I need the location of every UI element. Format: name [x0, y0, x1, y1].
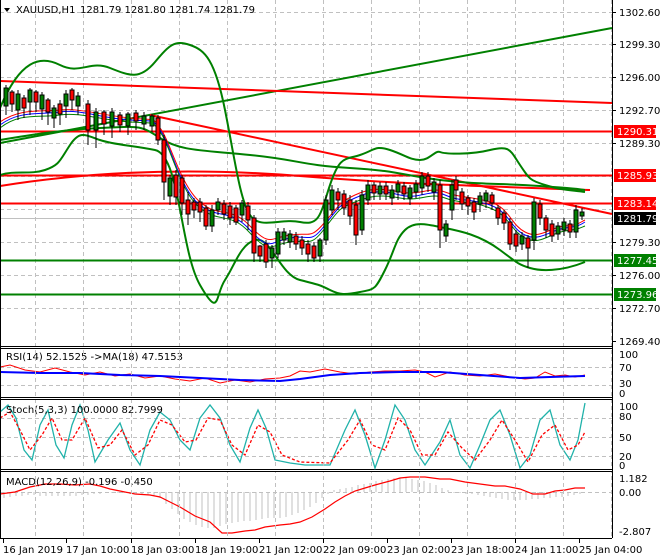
trendline-red-arc[interactable]	[0, 170, 591, 191]
time-label: 17 Jan 10:00	[66, 545, 129, 556]
price-tick: 1296.00	[619, 73, 660, 84]
level-tag-1283: 1283.14	[614, 197, 658, 210]
price-tick: 1289.30	[619, 139, 660, 150]
price-pane[interactable]: XAUUSD,H1 1281.79 1281.80 1281.74 1281.7…	[0, 0, 613, 346]
time-label: 25 Jan 04:00	[579, 545, 642, 556]
level-tag-1277: 1277.45	[614, 254, 658, 267]
rsi-tick: 70	[619, 363, 632, 374]
price-axis[interactable]: 1302.60 1299.30 1296.00 1292.70 1289.30 …	[612, 8, 660, 348]
time-label: 16 Jan 2019	[3, 545, 63, 556]
svg-text:1285.93: 1285.93	[617, 171, 658, 182]
trendline-red-top[interactable]	[0, 80, 613, 104]
price-tick: 1279.30	[619, 238, 660, 249]
chart-header: XAUUSD,H1 1281.79 1281.80 1281.74 1281.7…	[4, 5, 255, 16]
stoch-vgrid	[0, 400, 612, 469]
time-label: 21 Jan 12:00	[259, 545, 322, 556]
price-tick: 1276.00	[619, 271, 660, 282]
stoch-tick: 50	[619, 433, 632, 444]
time-label: 18 Jan 19:00	[195, 545, 258, 556]
time-axis[interactable]: 16 Jan 2019 17 Jan 10:00 18 Jan 03:00 18…	[3, 538, 642, 556]
level-tag-1273: 1273.96	[614, 288, 658, 301]
svg-text:1273.96: 1273.96	[617, 290, 658, 301]
price-tick: 1292.70	[619, 106, 660, 117]
time-label: 18 Jan 03:00	[131, 545, 194, 556]
stoch-tick: 0	[619, 461, 625, 472]
price-tick: 1299.30	[619, 40, 660, 51]
svg-text:1290.31: 1290.31	[617, 127, 658, 138]
price-tick: 1272.70	[619, 304, 660, 315]
trendline-red-down[interactable]	[149, 114, 613, 215]
symbol-label: XAUUSD,H1	[16, 5, 75, 16]
rsi-tick: 100	[619, 350, 638, 361]
macd-tick: -2.807	[619, 527, 651, 538]
level-tag-1290: 1290.31	[614, 125, 658, 138]
collapse-triangle-icon[interactable]	[4, 8, 10, 12]
level-tag-1285: 1285.93	[614, 169, 658, 182]
stoch-tick: 80	[619, 412, 632, 423]
svg-text:1283.14: 1283.14	[617, 199, 658, 210]
rsi-tick: 0	[619, 389, 625, 400]
stoch-tick: 100	[619, 402, 638, 413]
time-label: 24 Jan 11:00	[515, 545, 578, 556]
macd-tick: 1.182	[619, 474, 648, 485]
price-tick: 1269.40	[619, 337, 660, 348]
macd-tick: 0.00	[619, 488, 641, 499]
rsi-tick: 30	[619, 379, 632, 390]
time-label: 23 Jan 02:00	[387, 545, 450, 556]
price-tick: 1302.60	[619, 8, 660, 19]
time-label: 22 Jan 09:00	[323, 545, 386, 556]
time-label: 23 Jan 18:00	[451, 545, 514, 556]
pane-separators[interactable]	[0, 346, 612, 539]
svg-text:1281.79: 1281.79	[617, 214, 658, 225]
ohlc-values: 1281.79 1281.80 1281.74 1281.79	[80, 5, 255, 16]
price-vgrid	[0, 0, 612, 346]
current-price-tag: 1281.79	[614, 212, 658, 225]
svg-text:1277.45: 1277.45	[617, 256, 658, 267]
candles[interactable]	[3, 85, 585, 268]
stoch-tick: 20	[619, 452, 632, 463]
macd-vgrid	[0, 472, 612, 538]
rsi-vgrid	[0, 349, 612, 397]
